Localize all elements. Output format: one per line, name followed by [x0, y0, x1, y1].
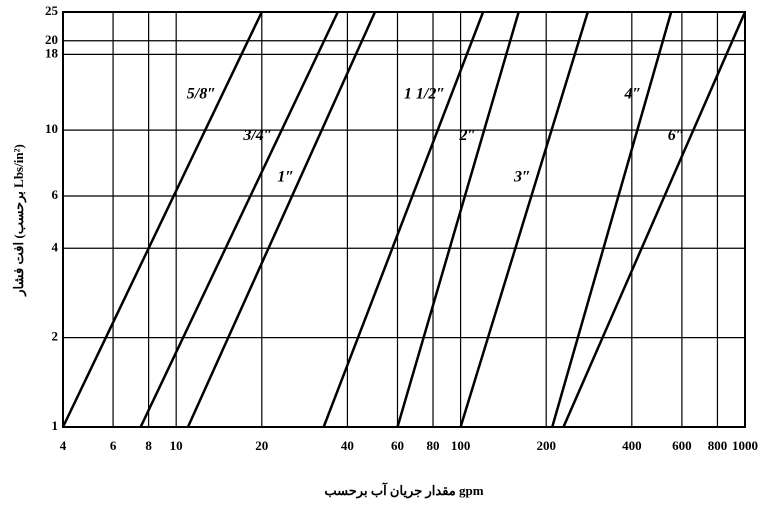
y-tick-label: 20	[45, 32, 58, 47]
x-tick-label: 4	[60, 438, 67, 453]
x-tick-label: 40	[341, 438, 354, 453]
x-tick-label: 10	[170, 438, 183, 453]
x-tick-label: 800	[708, 438, 728, 453]
series-line	[459, 11, 589, 428]
series-label: 4″	[624, 86, 642, 103]
y-tick-label: 4	[52, 239, 59, 254]
y-tick-label: 18	[45, 45, 59, 60]
x-axis-label: مقدار جریان آب برحسب gpm	[324, 482, 483, 499]
series-label: 3/4″	[242, 127, 272, 144]
series-line	[322, 11, 485, 428]
series-line	[139, 11, 339, 428]
series-label: 6″	[668, 127, 685, 144]
x-tick-label: 20	[255, 438, 268, 453]
x-tick-label: 400	[622, 438, 642, 453]
y-tick-label: 10	[45, 121, 58, 136]
series-label: 1 1/2″	[404, 86, 445, 103]
series-label: 5/8″	[187, 86, 216, 103]
x-tick-label: 80	[427, 438, 440, 453]
y-tick-label: 1	[52, 418, 59, 433]
x-tick-label: 1000	[732, 438, 758, 453]
y-tick-label: 6	[52, 187, 59, 202]
y-axis-label: افت فشار (برحسب Lbs/in²)	[11, 144, 27, 297]
series-label: 1″	[277, 169, 294, 186]
plot-frame	[62, 11, 746, 428]
series-line	[562, 11, 747, 428]
x-tick-label: 200	[536, 438, 556, 453]
series-line	[551, 11, 673, 428]
x-tick-label: 600	[672, 438, 692, 453]
y-tick-label: 2	[52, 329, 59, 344]
x-tick-label: 8	[145, 438, 152, 453]
series-label: 2″	[458, 127, 476, 144]
series-label: 3″	[513, 169, 531, 186]
x-tick-label: 6	[110, 438, 117, 453]
series-line	[396, 11, 520, 428]
series-line	[61, 11, 263, 428]
x-tick-label: 100	[451, 438, 471, 453]
series-line	[186, 11, 377, 428]
y-tick-label: 25	[45, 3, 59, 18]
x-tick-label: 60	[391, 438, 404, 453]
